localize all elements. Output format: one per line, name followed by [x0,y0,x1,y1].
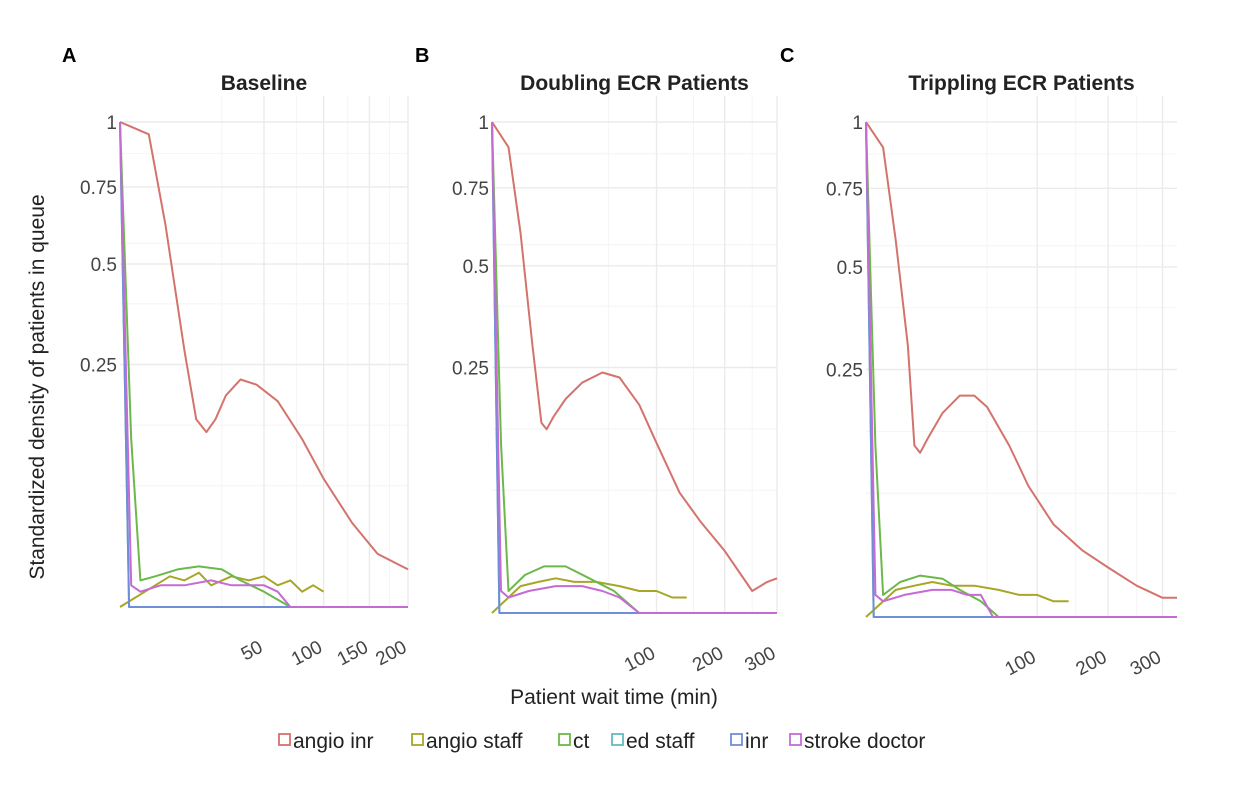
x-tick-label: 150 [334,637,372,670]
legend-label: inr [745,730,768,753]
y-tick-label: 1 [852,113,863,134]
y-tick-label: 0.5 [91,255,117,276]
y-tick-label: 0.25 [80,356,117,377]
y-tick-label: 0.25 [452,359,489,380]
series-line-angio-inr [119,121,409,571]
legend-item-ct: ct [558,730,590,753]
legend-key-inr [730,733,743,746]
y-tick-label: 1 [478,113,489,134]
y-tick-label: 0.5 [837,258,863,279]
y-axis-title: Standardized density of patients in queu… [26,194,49,579]
series-line-angio-staff [865,581,1069,618]
series-line-stroke-doctor [865,121,1177,618]
legend-key-stroke-doctor [789,733,802,746]
legend: angio inr angio staff ct ed staff inr stroke … [278,730,925,753]
y-tick-label: 0.25 [826,361,863,382]
chart-panel-c: 0.25 0.5 0.75 1 100 200 300 C Trippling ECR Pati… [780,45,1177,680]
legend-key-ed-staff [611,733,624,746]
x-tick-label: 100 [621,643,659,676]
chart-panel-b: 0.25 0.5 0.75 1 100 200 300 B Doubling ECR Patie… [415,45,779,676]
x-tick-label: 50 [238,637,267,665]
x-tick-label: 300 [1127,647,1165,680]
x-tick-label: 200 [689,643,727,676]
panel-letter: A [62,45,76,67]
legend-key-ct [558,733,571,746]
legend-key-angio-staff [411,733,424,746]
legend-item-ed-staff: ed staff [611,730,695,753]
x-tick-label: 100 [1002,647,1040,680]
panel-title: Trippling ECR Patients [908,72,1134,95]
series-line-stroke-doctor [119,121,408,608]
x-tick-label: 300 [741,643,779,676]
legend-item-angio-inr: angio inr [278,730,374,753]
y-tick-label: 1 [106,113,117,134]
y-tick-label: 0.75 [826,179,863,200]
series-line-stroke-doctor [491,121,777,614]
legend-label: ct [573,730,590,753]
legend-label: angio inr [293,730,374,753]
y-tick-label: 0.75 [80,178,117,199]
x-tick-label: 200 [1073,647,1111,680]
y-tick-label: 0.5 [463,257,489,278]
series-line-angio-inr [491,121,778,592]
legend-item-inr: inr [730,730,768,753]
series-line-angio-staff [119,571,325,608]
panel-letter: C [780,45,794,67]
x-axis-title: Patient wait time (min) [510,686,718,709]
legend-label: stroke doctor [804,730,925,753]
legend-label: ed staff [626,730,695,753]
panel-title: Baseline [221,72,307,95]
legend-key-angio-inr [278,733,291,746]
legend-label: angio staff [426,730,523,753]
panel-letter: B [415,45,429,67]
x-tick-label: 200 [372,637,410,670]
legend-item-stroke-doctor: stroke doctor [789,730,925,753]
x-tick-label: 100 [288,637,326,670]
series-line-angio-staff [491,577,687,614]
series-line-angio-inr [865,121,1177,599]
legend-item-angio-staff: angio staff [411,730,523,753]
y-tick-label: 0.75 [452,179,489,200]
series-line-inr [119,121,408,608]
panel-title: Doubling ECR Patients [520,72,749,95]
